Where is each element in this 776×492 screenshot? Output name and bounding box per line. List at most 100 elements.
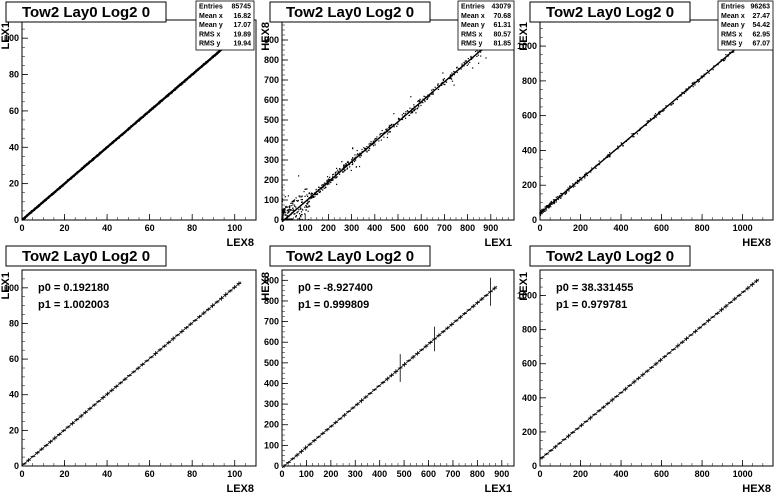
data-point bbox=[413, 104, 415, 106]
plot-panel-1: 0 20 40 60 80 100 0 20 40 60 80 100 LEX8 LEX1 Tow2 Lay… bbox=[0, 0, 257, 249]
data-point bbox=[658, 111, 660, 113]
data-point bbox=[307, 210, 309, 212]
data-point bbox=[633, 136, 635, 138]
data-point bbox=[554, 201, 556, 204]
data-point bbox=[431, 93, 433, 95]
data-point bbox=[334, 177, 337, 179]
data-point bbox=[733, 51, 735, 53]
stats-value: 16.82 bbox=[233, 13, 251, 20]
data-point bbox=[381, 129, 383, 132]
data-point bbox=[286, 218, 288, 221]
data-point bbox=[281, 216, 283, 218]
data-point bbox=[291, 200, 293, 203]
data-point bbox=[281, 198, 284, 200]
data-point bbox=[427, 97, 429, 99]
data-point bbox=[561, 192, 563, 195]
stats-label: RMS x bbox=[721, 31, 743, 38]
data-point bbox=[617, 145, 619, 147]
data-point bbox=[456, 66, 458, 68]
data-point bbox=[281, 217, 283, 219]
data-point bbox=[437, 88, 440, 90]
data-point bbox=[566, 189, 568, 191]
x-tick-label: 900 bbox=[483, 223, 498, 233]
data-point bbox=[304, 195, 306, 197]
x-tick-label: 40 bbox=[102, 469, 112, 479]
data-point bbox=[298, 175, 300, 177]
fit-line bbox=[281, 286, 498, 469]
data-point bbox=[544, 210, 546, 212]
data-point bbox=[383, 136, 385, 138]
data-point bbox=[415, 112, 417, 114]
stats-label: Mean x bbox=[199, 13, 223, 20]
y-tick-label: 20 bbox=[9, 179, 19, 189]
data-point bbox=[314, 195, 316, 197]
data-point bbox=[305, 205, 307, 207]
data-point bbox=[453, 74, 455, 76]
data-point bbox=[478, 62, 480, 64]
data-point bbox=[545, 209, 548, 211]
data-point bbox=[434, 86, 436, 88]
data-point bbox=[659, 113, 661, 115]
data-point bbox=[293, 199, 296, 201]
data-point bbox=[312, 195, 315, 198]
dense-point-band bbox=[539, 42, 744, 214]
data-point bbox=[293, 199, 295, 202]
data-point bbox=[283, 211, 285, 214]
data-point bbox=[380, 139, 382, 141]
x-tick-label: 20 bbox=[60, 469, 70, 479]
data-point bbox=[326, 176, 329, 178]
x-tick-label: 200 bbox=[321, 223, 336, 233]
data-point bbox=[282, 214, 284, 216]
data-point bbox=[388, 125, 390, 127]
data-point bbox=[670, 104, 672, 106]
data-point bbox=[283, 208, 285, 211]
stats-value: 81.85 bbox=[493, 41, 511, 48]
data-point bbox=[311, 196, 313, 198]
y-tick-label: 800 bbox=[264, 55, 279, 65]
data-point bbox=[386, 128, 388, 130]
stats-value: 85745 bbox=[232, 4, 252, 11]
x-tick-label: 60 bbox=[145, 223, 155, 233]
data-point bbox=[663, 109, 665, 111]
stats-label: Mean y bbox=[199, 22, 223, 29]
data-point bbox=[305, 188, 307, 190]
data-point bbox=[293, 204, 295, 206]
data-point bbox=[676, 98, 678, 101]
data-point bbox=[466, 64, 468, 67]
data-point bbox=[346, 161, 349, 163]
plot-title: Tow2 Lay0 Log2 0 bbox=[22, 4, 150, 21]
x-tick-label: 0 bbox=[279, 223, 284, 233]
data-point bbox=[724, 58, 727, 60]
fit-parameter: p1 = 0.999809 bbox=[298, 299, 369, 311]
stats-value: 19.89 bbox=[233, 31, 251, 38]
data-point bbox=[358, 165, 361, 168]
data-point bbox=[327, 183, 329, 185]
data-point bbox=[546, 205, 548, 208]
x-tick-label: 100 bbox=[227, 223, 242, 233]
data-point bbox=[422, 102, 424, 104]
x-axis-label: LEX1 bbox=[484, 483, 512, 492]
data-point bbox=[376, 136, 378, 138]
data-point bbox=[283, 208, 286, 210]
data-point bbox=[286, 206, 288, 208]
data-point bbox=[343, 171, 345, 173]
data-point bbox=[568, 190, 570, 192]
data-point bbox=[382, 132, 384, 134]
title-box bbox=[269, 1, 431, 23]
data-point bbox=[646, 120, 648, 122]
data-point bbox=[298, 217, 301, 220]
data-point bbox=[299, 218, 301, 220]
data-point bbox=[284, 196, 286, 198]
data-point bbox=[294, 213, 296, 215]
data-point bbox=[564, 193, 566, 196]
plot-panel-4: 0 20 40 60 80 100 0 20 40 60 80 100 LEX8 LEX1 Tow2 Lay… bbox=[0, 245, 257, 492]
data-point bbox=[381, 132, 383, 135]
x-tick-label: 600 bbox=[654, 469, 669, 479]
data-point bbox=[296, 200, 298, 202]
data-point bbox=[722, 59, 724, 61]
data-point bbox=[297, 199, 299, 202]
x-tick-label: 100 bbox=[298, 223, 313, 233]
data-point bbox=[327, 179, 329, 181]
data-point bbox=[655, 116, 657, 118]
data-point bbox=[472, 67, 474, 69]
